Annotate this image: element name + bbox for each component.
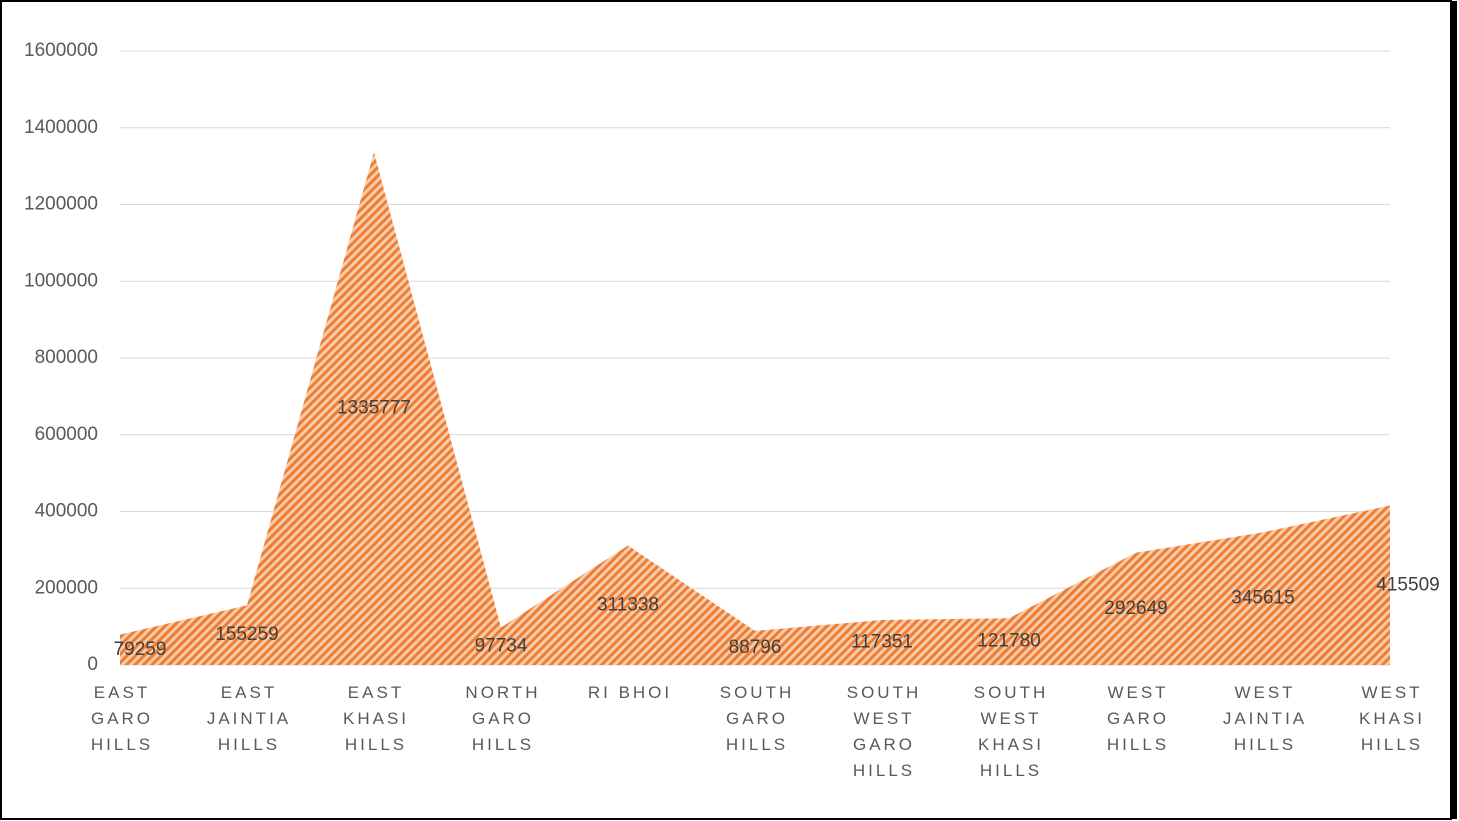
frame-edge xyxy=(1451,1,1457,819)
y-tick-label: 1400000 xyxy=(24,117,98,138)
data-label: 311338 xyxy=(597,594,659,615)
x-tick-label: SOUTH GARO HILLS xyxy=(719,683,795,754)
x-tick-label: RI BHOI xyxy=(587,683,673,702)
data-label: 117351 xyxy=(851,631,913,652)
y-tick-label: 1000000 xyxy=(24,270,98,291)
x-tick-label: WEST JAINTIA HILLS xyxy=(1222,683,1308,754)
area xyxy=(120,152,1390,665)
y-tick-label: 200000 xyxy=(35,577,98,598)
x-tick-label: WEST KHASI HILLS xyxy=(1358,683,1426,754)
data-label: 415509 xyxy=(1376,574,1439,595)
data-label: 1335777 xyxy=(337,398,411,419)
y-tick-label: 400000 xyxy=(35,501,98,522)
y-tick-label: 600000 xyxy=(35,424,98,445)
y-tick-label: 1600000 xyxy=(24,40,98,61)
x-tick-label: EAST KHASI HILLS xyxy=(342,683,410,754)
data-label: 345615 xyxy=(1231,588,1294,609)
x-tick-label: EAST GARO HILLS xyxy=(90,683,154,754)
x-tick-label: EAST JAINTIA HILLS xyxy=(206,683,292,754)
data-label: 155259 xyxy=(215,624,278,645)
data-label: 88796 xyxy=(729,637,782,658)
y-tick-label: 0 xyxy=(87,654,98,675)
x-tick-label: NORTH GARO HILLS xyxy=(465,683,541,754)
x-tick-label: WEST GARO HILLS xyxy=(1106,683,1170,754)
data-label: 121780 xyxy=(977,631,1040,652)
x-tick-label: SOUTH WEST GARO HILLS xyxy=(846,683,922,780)
data-label: 97734 xyxy=(475,635,528,656)
y-tick-label: 800000 xyxy=(35,347,98,368)
x-tick-label: SOUTH WEST KHASI HILLS xyxy=(973,683,1049,780)
data-label: 79259 xyxy=(114,639,167,660)
y-tick-label: 1200000 xyxy=(24,194,98,215)
data-label: 292649 xyxy=(1104,598,1167,619)
